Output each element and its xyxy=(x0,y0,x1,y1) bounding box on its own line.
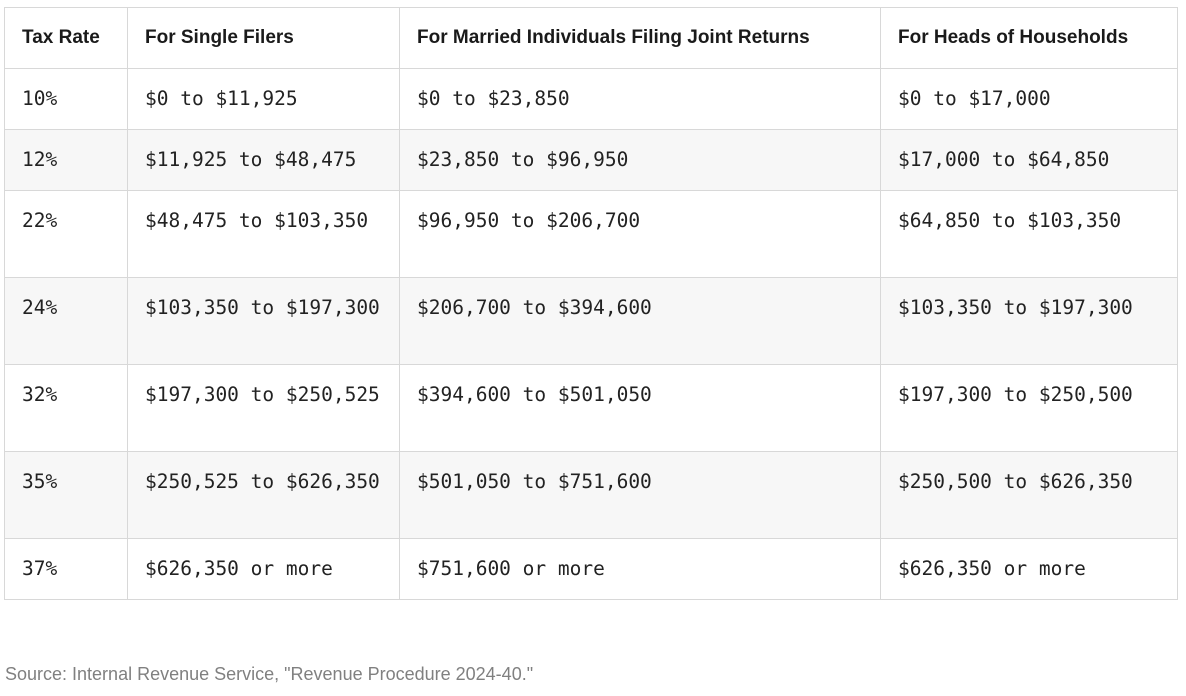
table-body: 10% $0 to $11,925 $0 to $23,850 $0 to $1… xyxy=(4,68,1178,600)
head-of-household-cell: $17,000 to $64,850 xyxy=(880,129,1178,191)
table-row: 35% $250,525 to $626,350 $501,050 to $75… xyxy=(4,451,1178,539)
rate-cell: 10% xyxy=(4,68,128,130)
single-cell: $197,300 to $250,525 xyxy=(127,364,400,452)
rate-cell: 32% xyxy=(4,364,128,452)
single-cell: $0 to $11,925 xyxy=(127,68,400,130)
single-cell: $48,475 to $103,350 xyxy=(127,190,400,278)
head-of-household-cell: $250,500 to $626,350 xyxy=(880,451,1178,539)
rate-cell: 37% xyxy=(4,538,128,600)
married-joint-cell: $751,600 or more xyxy=(399,538,881,600)
table-row: 10% $0 to $11,925 $0 to $23,850 $0 to $1… xyxy=(4,68,1178,130)
single-cell: $626,350 or more xyxy=(127,538,400,600)
rate-cell: 22% xyxy=(4,190,128,278)
table-row: 24% $103,350 to $197,300 $206,700 to $39… xyxy=(4,277,1178,365)
table-row: 12% $11,925 to $48,475 $23,850 to $96,95… xyxy=(4,129,1178,191)
table-row: 22% $48,475 to $103,350 $96,950 to $206,… xyxy=(4,190,1178,278)
single-cell: $103,350 to $197,300 xyxy=(127,277,400,365)
header-tax-rate: Tax Rate xyxy=(4,7,128,69)
header-row: Tax Rate For Single Filers For Married I… xyxy=(4,7,1178,69)
married-joint-cell: $96,950 to $206,700 xyxy=(399,190,881,278)
married-joint-cell: $206,700 to $394,600 xyxy=(399,277,881,365)
rate-cell: 24% xyxy=(4,277,128,365)
head-of-household-cell: $103,350 to $197,300 xyxy=(880,277,1178,365)
rate-cell: 35% xyxy=(4,451,128,539)
table-row: 32% $197,300 to $250,525 $394,600 to $50… xyxy=(4,364,1178,452)
table-row: 37% $626,350 or more $751,600 or more $6… xyxy=(4,538,1178,600)
single-cell: $11,925 to $48,475 xyxy=(127,129,400,191)
tax-bracket-table: Tax Rate For Single Filers For Married I… xyxy=(4,7,1178,600)
header-heads-of-households: For Heads of Households xyxy=(880,7,1178,69)
head-of-household-cell: $197,300 to $250,500 xyxy=(880,364,1178,452)
single-cell: $250,525 to $626,350 xyxy=(127,451,400,539)
source-note: Source: Internal Revenue Service, "Reven… xyxy=(5,664,534,684)
married-joint-cell: $501,050 to $751,600 xyxy=(399,451,881,539)
married-joint-cell: $23,850 to $96,950 xyxy=(399,129,881,191)
head-of-household-cell: $626,350 or more xyxy=(880,538,1178,600)
married-joint-cell: $0 to $23,850 xyxy=(399,68,881,130)
header-married-joint: For Married Individuals Filing Joint Ret… xyxy=(399,7,881,69)
table-header: Tax Rate For Single Filers For Married I… xyxy=(4,7,1178,69)
head-of-household-cell: $64,850 to $103,350 xyxy=(880,190,1178,278)
header-single-filers: For Single Filers xyxy=(127,7,400,69)
head-of-household-cell: $0 to $17,000 xyxy=(880,68,1178,130)
rate-cell: 12% xyxy=(4,129,128,191)
married-joint-cell: $394,600 to $501,050 xyxy=(399,364,881,452)
